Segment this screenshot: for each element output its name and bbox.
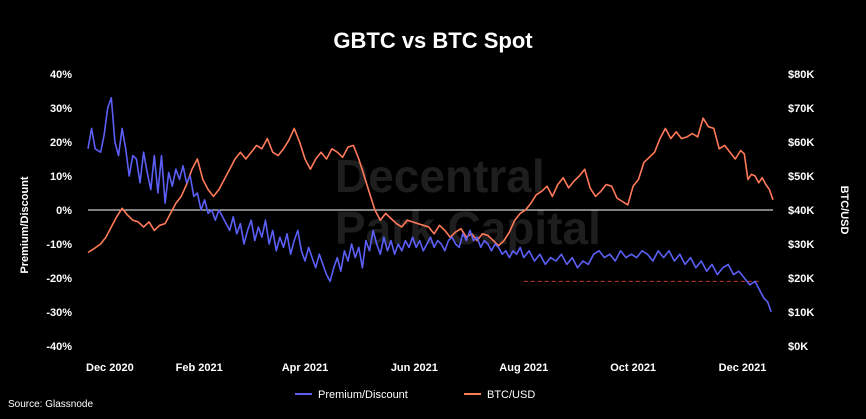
y-tick-right: $70K: [788, 103, 814, 115]
y-axis-right: $80K $70K $60K $50K $40K $30K $20K $10K $0K: [788, 69, 814, 353]
x-axis: Dec 2020 Feb 2021 Apr 2021 Jun 2021 Aug 2021…: [86, 362, 766, 374]
x-tick: Feb 2021: [176, 362, 223, 374]
legend-label-premium-discount: Premium/Discount: [318, 389, 408, 401]
y-tick-left: 30%: [50, 103, 72, 115]
source-note: Source: Glassnode: [8, 399, 93, 410]
series-layer: [87, 97, 774, 313]
x-tick: Dec 2021: [719, 362, 767, 374]
watermark-line-2: Park Capital: [335, 202, 601, 254]
y-axis-left: 40% 30% 20% 10% 0% -10% -20% -30% -40%: [46, 69, 72, 353]
x-tick: Dec 2020: [86, 362, 134, 374]
y-tick-right: $60K: [788, 137, 814, 149]
y-tick-left: 0%: [56, 205, 72, 217]
y-tick-right: $20K: [788, 273, 814, 285]
x-tick: Jun 2021: [391, 362, 438, 374]
y-tick-left: 10%: [50, 171, 72, 183]
y-axis-label-left: Premium/Discount: [19, 176, 31, 274]
x-tick: Aug 2021: [499, 362, 548, 374]
y-axis-label-right: BTC/USD: [838, 186, 850, 235]
y-tick-left: -20%: [46, 273, 72, 285]
y-tick-right: $50K: [788, 171, 814, 183]
chart-title: GBTC vs BTC Spot: [333, 28, 533, 53]
y-tick-right: $10K: [788, 307, 814, 319]
y-tick-left: -40%: [46, 341, 72, 353]
x-tick: Oct 2021: [610, 362, 656, 374]
y-tick-right: $80K: [788, 69, 814, 81]
legend: Premium/Discount BTC/USD: [295, 389, 535, 401]
y-tick-right: $0K: [788, 341, 808, 353]
watermark: Decentral Park Capital: [335, 150, 601, 254]
y-tick-left: 20%: [50, 137, 72, 149]
series-line-premium-discount: [87, 97, 772, 313]
y-tick-right: $30K: [788, 239, 814, 251]
x-tick: Apr 2021: [282, 362, 328, 374]
watermark-line-1: Decentral: [335, 150, 545, 202]
y-tick-left: 40%: [50, 69, 72, 81]
y-tick-left: -30%: [46, 307, 72, 319]
series-line-btc-usd: [87, 117, 774, 254]
y-tick-right: $40K: [788, 205, 814, 217]
legend-label-btc-usd: BTC/USD: [487, 389, 535, 401]
y-tick-left: -10%: [46, 239, 72, 251]
